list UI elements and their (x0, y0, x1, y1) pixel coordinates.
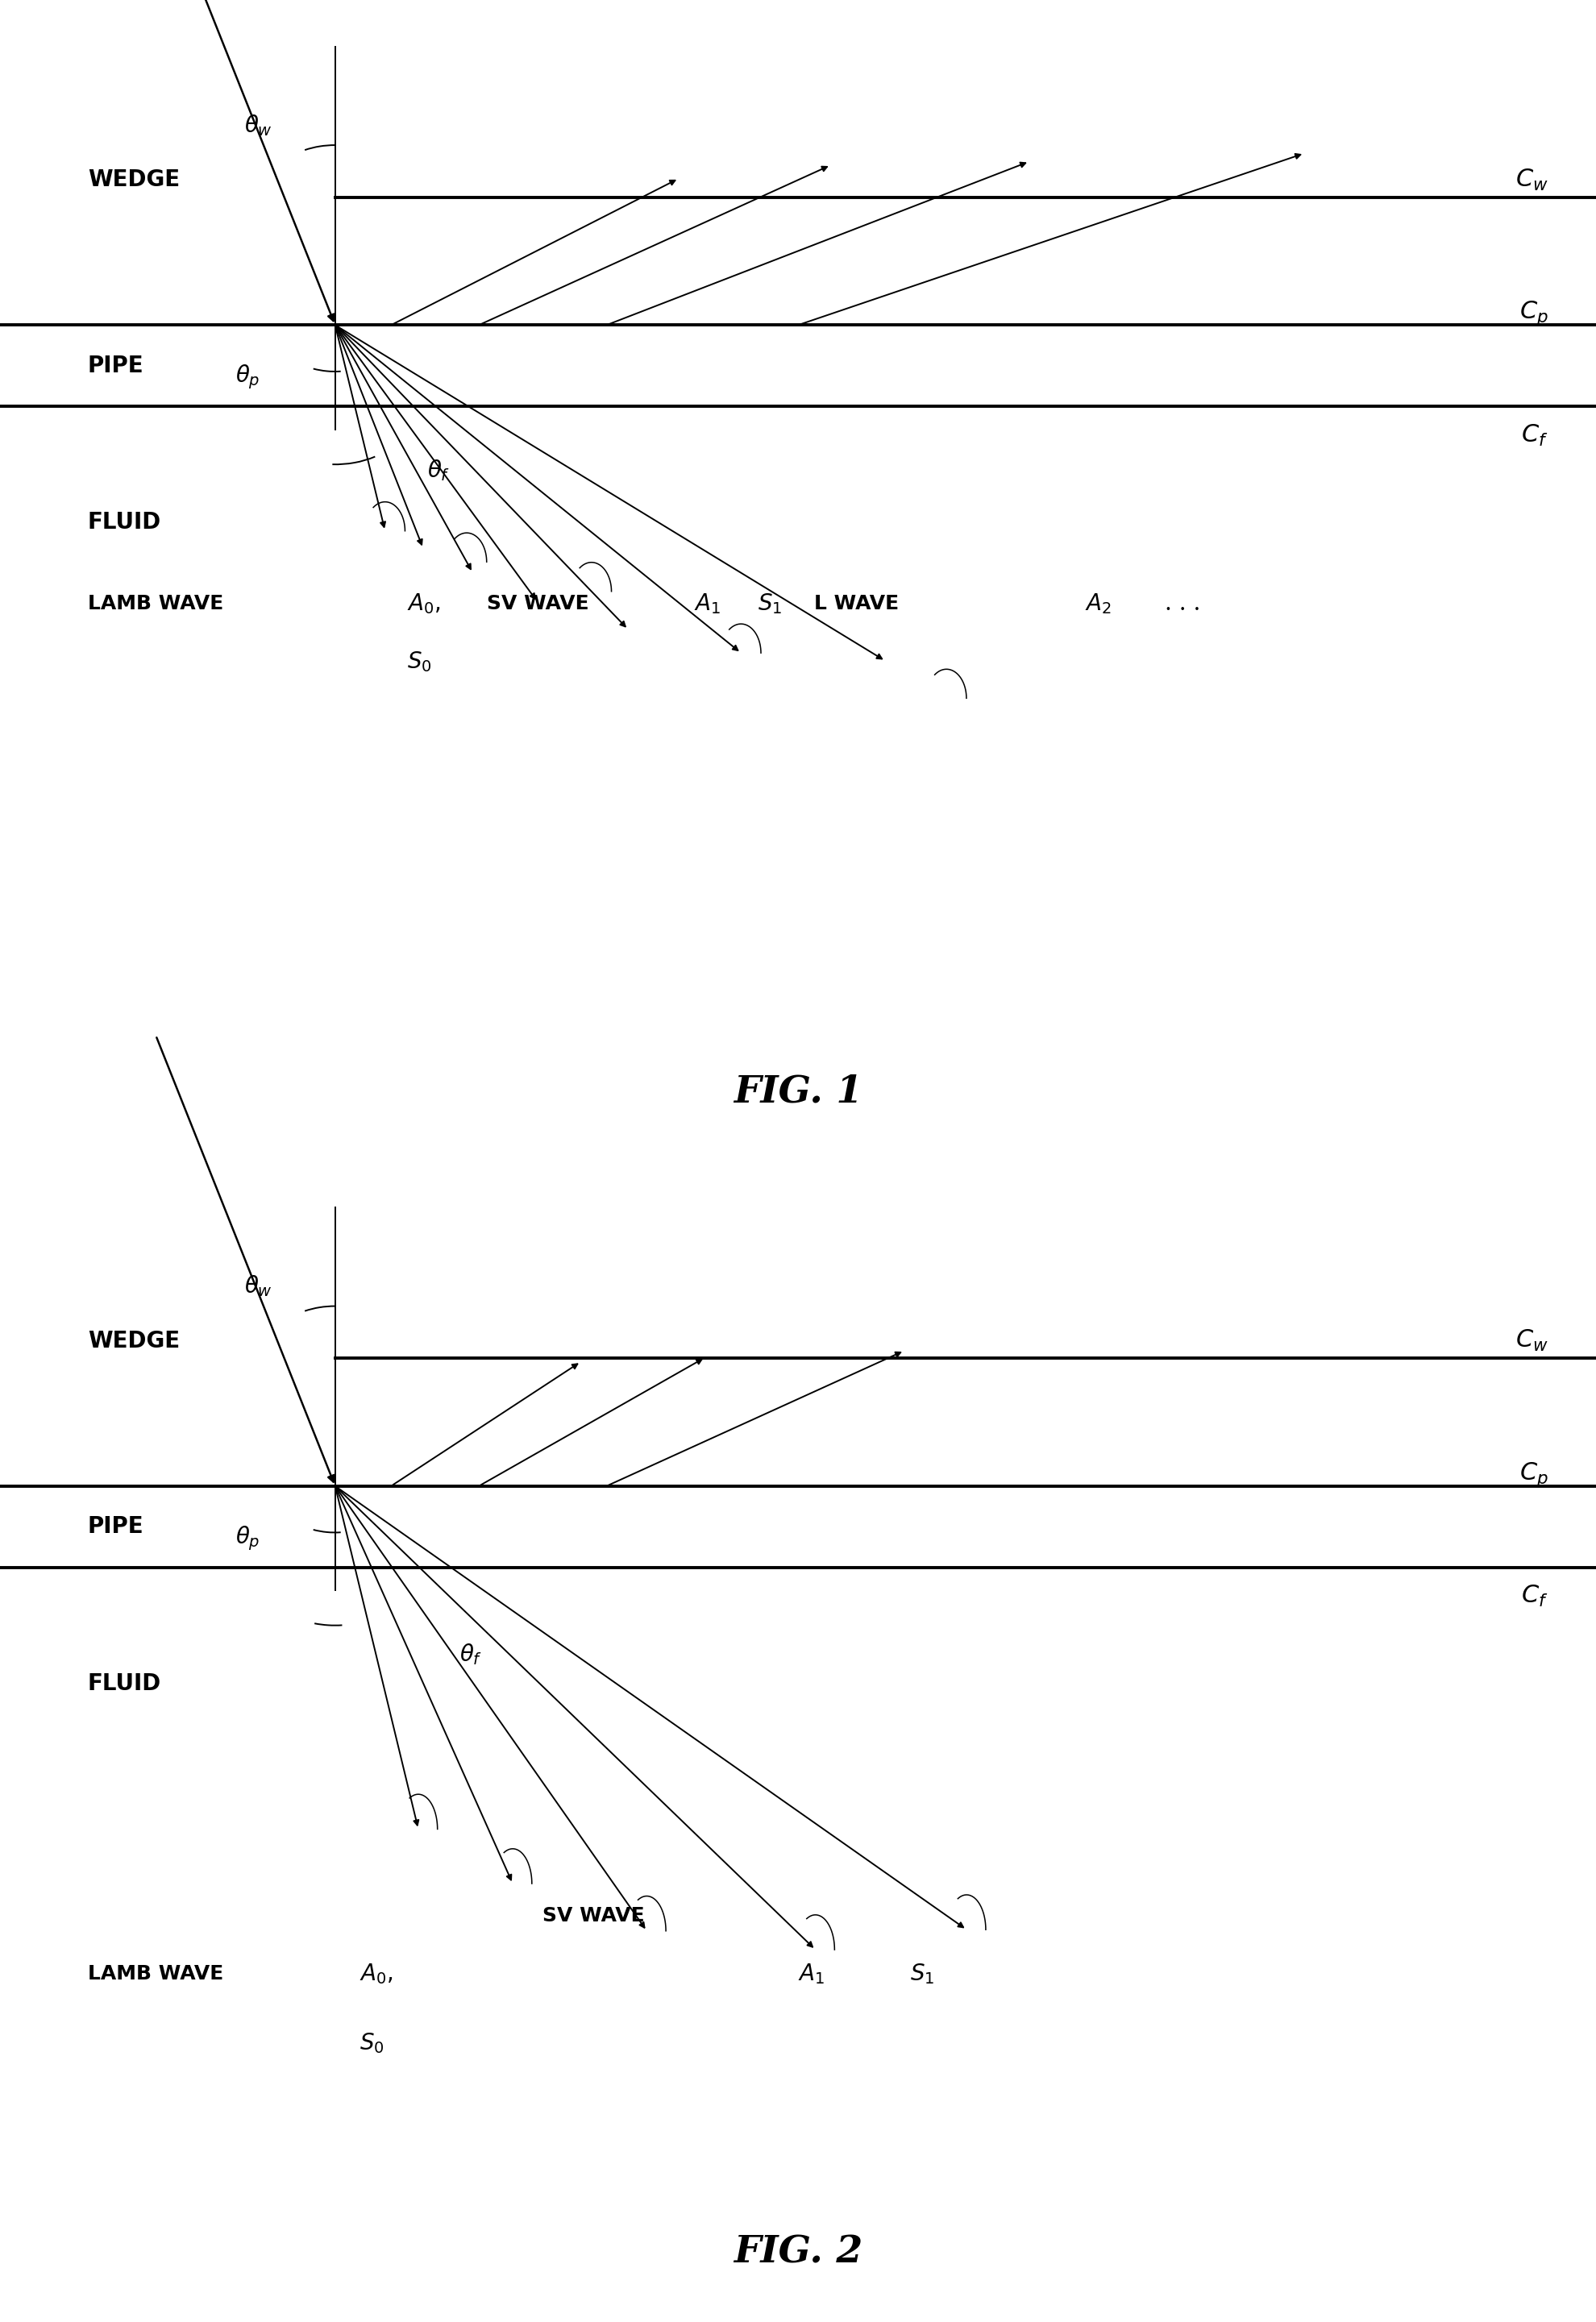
Text: $A_1$: $A_1$ (798, 1962, 825, 1985)
Text: $A_1$: $A_1$ (694, 592, 721, 615)
Text: $S_0$: $S_0$ (359, 2032, 383, 2055)
Text: FIG. 1: FIG. 1 (734, 1073, 862, 1110)
Text: $\theta_p$: $\theta_p$ (235, 362, 260, 392)
Text: $C_w$: $C_w$ (1515, 1328, 1548, 1354)
Text: $S_0$: $S_0$ (407, 650, 431, 673)
Text: FIG. 2: FIG. 2 (734, 2234, 862, 2271)
Text: $C_f$: $C_f$ (1521, 1584, 1548, 1609)
Text: $A_0,$: $A_0,$ (407, 592, 440, 615)
Text: $A_0,$: $A_0,$ (359, 1962, 393, 1985)
Text: LAMB WAVE: LAMB WAVE (88, 594, 223, 613)
Text: $\theta_w$: $\theta_w$ (244, 114, 273, 137)
Text: $C_w$: $C_w$ (1515, 167, 1548, 193)
Text: SV WAVE: SV WAVE (543, 1906, 645, 1925)
Text: $A_2$: $A_2$ (1085, 592, 1112, 615)
Text: $S_1$: $S_1$ (910, 1962, 934, 1985)
Text: WEDGE: WEDGE (88, 170, 180, 190)
Text: $C_p$: $C_p$ (1519, 1461, 1548, 1488)
Text: $\theta_f$: $\theta_f$ (428, 457, 450, 483)
Text: $C_f$: $C_f$ (1521, 423, 1548, 448)
Text: $\theta_w$: $\theta_w$ (244, 1275, 273, 1298)
Text: $\theta_f$: $\theta_f$ (460, 1642, 482, 1667)
Text: PIPE: PIPE (88, 1516, 144, 1537)
Text: $C_p$: $C_p$ (1519, 300, 1548, 327)
Text: $\theta_p$: $\theta_p$ (235, 1523, 260, 1553)
Text: . . .: . . . (1165, 592, 1200, 615)
Text: WEDGE: WEDGE (88, 1331, 180, 1351)
Text: SV WAVE: SV WAVE (487, 594, 589, 613)
Text: PIPE: PIPE (88, 355, 144, 376)
Text: FLUID: FLUID (88, 511, 161, 534)
Text: LAMB WAVE: LAMB WAVE (88, 1964, 223, 1983)
Text: $S_1$: $S_1$ (758, 592, 782, 615)
Text: FLUID: FLUID (88, 1672, 161, 1695)
Text: L WAVE: L WAVE (814, 594, 899, 613)
